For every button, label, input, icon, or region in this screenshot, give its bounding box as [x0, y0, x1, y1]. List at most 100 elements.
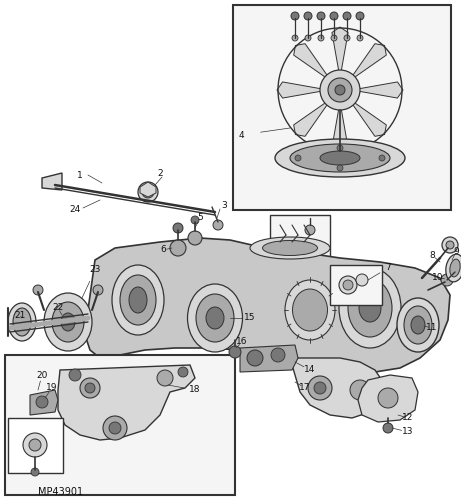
- Ellipse shape: [129, 287, 147, 313]
- Text: 11: 11: [426, 324, 438, 332]
- Circle shape: [157, 370, 173, 386]
- Circle shape: [291, 12, 299, 20]
- Ellipse shape: [206, 307, 224, 329]
- Circle shape: [343, 12, 351, 20]
- Bar: [270, 215, 330, 257]
- Text: 2: 2: [157, 168, 163, 177]
- Ellipse shape: [292, 289, 327, 331]
- Circle shape: [138, 182, 158, 202]
- Ellipse shape: [359, 294, 381, 322]
- Circle shape: [292, 35, 298, 41]
- Circle shape: [442, 237, 458, 253]
- Circle shape: [229, 346, 241, 358]
- Text: 12: 12: [402, 414, 414, 422]
- Circle shape: [23, 433, 47, 457]
- Text: 16: 16: [236, 338, 248, 346]
- Ellipse shape: [275, 139, 405, 177]
- Circle shape: [191, 216, 199, 224]
- Text: 17: 17: [299, 384, 311, 392]
- Polygon shape: [349, 44, 386, 82]
- Ellipse shape: [44, 293, 92, 351]
- Circle shape: [93, 285, 103, 295]
- Text: 8: 8: [429, 250, 435, 260]
- Ellipse shape: [112, 265, 164, 335]
- Ellipse shape: [290, 144, 390, 172]
- Circle shape: [247, 350, 263, 366]
- Text: 20: 20: [36, 370, 47, 380]
- Circle shape: [29, 439, 41, 451]
- Circle shape: [339, 276, 357, 294]
- Text: 22: 22: [53, 304, 64, 312]
- Text: 3: 3: [221, 200, 227, 209]
- Circle shape: [356, 12, 364, 20]
- Circle shape: [85, 383, 95, 393]
- Ellipse shape: [61, 313, 75, 331]
- Ellipse shape: [285, 280, 335, 340]
- Circle shape: [305, 225, 315, 235]
- Circle shape: [295, 155, 301, 161]
- Text: 19: 19: [46, 384, 58, 392]
- Polygon shape: [358, 375, 418, 422]
- Circle shape: [317, 12, 325, 20]
- Polygon shape: [352, 82, 403, 98]
- Ellipse shape: [250, 237, 330, 259]
- Text: 9: 9: [453, 248, 459, 256]
- Ellipse shape: [339, 268, 401, 348]
- Text: 4: 4: [238, 130, 244, 140]
- Circle shape: [378, 388, 398, 408]
- Ellipse shape: [262, 240, 318, 256]
- Ellipse shape: [397, 298, 439, 352]
- Circle shape: [328, 78, 352, 102]
- Ellipse shape: [446, 254, 461, 282]
- Polygon shape: [290, 358, 385, 418]
- Circle shape: [308, 376, 332, 400]
- Circle shape: [446, 241, 454, 249]
- Circle shape: [356, 274, 368, 286]
- Bar: [233, 5, 451, 210]
- Circle shape: [441, 274, 453, 286]
- Circle shape: [304, 12, 312, 20]
- Text: 21: 21: [14, 310, 26, 320]
- Bar: [330, 265, 382, 305]
- Circle shape: [103, 416, 127, 440]
- Ellipse shape: [8, 303, 36, 341]
- Polygon shape: [294, 98, 331, 136]
- Circle shape: [320, 70, 360, 110]
- Text: 13: 13: [402, 428, 414, 436]
- Ellipse shape: [450, 259, 460, 277]
- Ellipse shape: [13, 308, 31, 336]
- Text: 18: 18: [189, 386, 201, 394]
- Circle shape: [33, 285, 43, 295]
- Ellipse shape: [411, 316, 425, 334]
- Circle shape: [80, 378, 100, 398]
- Circle shape: [31, 468, 39, 476]
- Circle shape: [357, 35, 363, 41]
- Text: 14: 14: [304, 366, 316, 374]
- Circle shape: [331, 35, 337, 41]
- Polygon shape: [42, 173, 62, 190]
- Circle shape: [379, 155, 385, 161]
- Bar: [5, 355, 235, 495]
- Text: 1: 1: [77, 170, 83, 179]
- Text: 24: 24: [69, 206, 81, 214]
- Circle shape: [330, 12, 338, 20]
- Polygon shape: [240, 345, 298, 372]
- Circle shape: [318, 35, 324, 41]
- Circle shape: [188, 231, 202, 245]
- Circle shape: [170, 240, 186, 256]
- Text: MP43901: MP43901: [38, 487, 83, 497]
- Circle shape: [335, 85, 345, 95]
- Circle shape: [343, 280, 353, 290]
- Text: 10: 10: [432, 274, 444, 282]
- Text: 5: 5: [197, 214, 203, 222]
- Circle shape: [383, 423, 393, 433]
- Polygon shape: [140, 182, 156, 197]
- Circle shape: [344, 35, 350, 41]
- Circle shape: [173, 223, 183, 233]
- Ellipse shape: [120, 275, 156, 325]
- Circle shape: [337, 145, 343, 151]
- Circle shape: [213, 220, 223, 230]
- Polygon shape: [332, 27, 348, 78]
- Ellipse shape: [188, 284, 242, 352]
- Bar: [8, 418, 63, 473]
